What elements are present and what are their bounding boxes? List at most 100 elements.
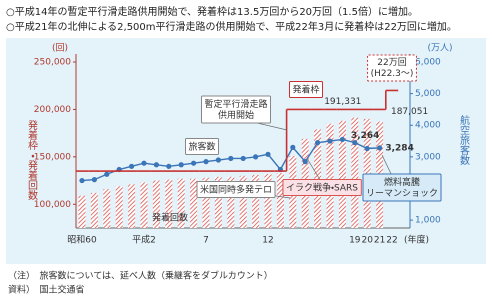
point [377, 145, 383, 151]
bar [190, 178, 198, 228]
annotation-group: 22万回(H22.3～) [367, 54, 417, 82]
annotation-box [200, 95, 272, 124]
y-tick-label: 200,000 [34, 105, 71, 115]
header-line: ○平成14年の暫定平行滑走路供用開始で、発着枠は13.5万回から20万回（1.5… [6, 5, 418, 18]
x-tick-label: 20 [361, 236, 373, 246]
point [315, 140, 321, 146]
point [240, 155, 246, 162]
annotation: (H22.3～) [371, 69, 414, 79]
x-unit: (年度) [404, 234, 429, 246]
y2-tick-label: 4,000 [415, 121, 441, 131]
series-label-group: 発着枠 [288, 81, 324, 98]
bar [314, 129, 322, 228]
x-tick-label: 7 [203, 236, 209, 246]
point [153, 162, 159, 168]
point [129, 163, 135, 169]
annotation-box [196, 181, 276, 198]
bar [214, 176, 222, 228]
point [364, 145, 370, 152]
bar [276, 172, 284, 228]
point [215, 157, 221, 163]
y-tick-label: 150,000 [34, 152, 71, 162]
point [228, 155, 234, 162]
series-label-group: 発着回数 [152, 212, 188, 224]
annotation-box [282, 179, 362, 196]
bar [239, 175, 247, 228]
y2-tick-label: 5,000 [415, 89, 441, 99]
y2-unit: (万人) [427, 44, 452, 54]
point [302, 159, 308, 165]
annotation-group: 暫定平行滑走路供用開始 [200, 95, 272, 124]
y-unit: (回) [52, 43, 68, 54]
bar [90, 192, 98, 228]
y-tick-label: 100,000 [34, 200, 71, 210]
bar [165, 179, 173, 228]
bar [78, 195, 86, 228]
point [191, 160, 197, 166]
point [79, 177, 85, 184]
bar [115, 186, 123, 228]
annotation-group: 米国同時多発テロ [196, 181, 276, 198]
point [290, 144, 296, 150]
bar [227, 176, 235, 228]
value-label: 3,264 [351, 131, 379, 141]
bar [338, 120, 346, 228]
annotation: 燃料高騰 [384, 176, 420, 188]
value-label: 3,284 [385, 143, 413, 153]
y2-tick-label: 1,000 [415, 216, 441, 226]
x-tick-label: 19 [349, 236, 361, 246]
series-label: 発着枠 [292, 84, 319, 96]
series-label: 旅客数 [188, 141, 215, 153]
bar [103, 189, 111, 228]
bar [363, 118, 371, 228]
value-label: 191,331 [324, 97, 361, 107]
bar [351, 117, 359, 228]
annotation-group: イラク戦争・SARS [282, 179, 362, 196]
annotation-box [362, 173, 442, 202]
point [327, 138, 333, 144]
bar [152, 180, 160, 228]
series-label: 発着回数 [152, 212, 188, 224]
bar [264, 173, 272, 228]
point [253, 154, 259, 160]
bar [202, 177, 210, 228]
y2-title: 航空旅客数 [458, 114, 470, 166]
x-tick-label: 昭和60 [67, 235, 97, 246]
series-label-box [184, 138, 220, 155]
bar [326, 123, 334, 228]
point [178, 162, 184, 168]
bar [140, 182, 148, 228]
x-tick-label: 21 [374, 236, 385, 246]
point [166, 163, 172, 169]
x-tick-label: 12 [262, 236, 273, 246]
annotation: イラク戦争・SARS [286, 182, 358, 194]
point [352, 140, 358, 146]
x-tick-label: 22 [386, 236, 397, 246]
x-tick-label: 平成2 [132, 234, 156, 246]
annotation: 暫定平行滑走路 [204, 98, 267, 110]
series-label-box [288, 81, 324, 98]
y2-tick-label: 3,000 [415, 152, 441, 162]
annotation: 供用開始 [218, 109, 254, 121]
value-label: 187,051 [391, 107, 428, 117]
point [141, 160, 147, 166]
series-label-group: 旅客数 [184, 138, 220, 155]
point [265, 151, 271, 157]
annotation-box [367, 54, 417, 82]
bar [128, 184, 136, 228]
point [104, 171, 110, 177]
footer-line: 資料） 国土交通省 [8, 284, 85, 296]
y-title: 発着枠・発着回数 [26, 119, 38, 201]
annotation: 22万回 [377, 57, 406, 68]
y2-tick-label: 6,000 [415, 58, 441, 68]
header-line: ○平成21年の北伸による2,500m平行滑走路の供用開始で、平成22年3月に発着… [6, 20, 457, 33]
y-tick-label: 250,000 [34, 58, 71, 68]
annotation: 米国同時多発テロ [200, 184, 272, 196]
annotation: リーマンショック [366, 188, 438, 199]
point [203, 159, 209, 165]
point [339, 136, 345, 143]
bar [252, 174, 260, 228]
bar [177, 178, 185, 228]
